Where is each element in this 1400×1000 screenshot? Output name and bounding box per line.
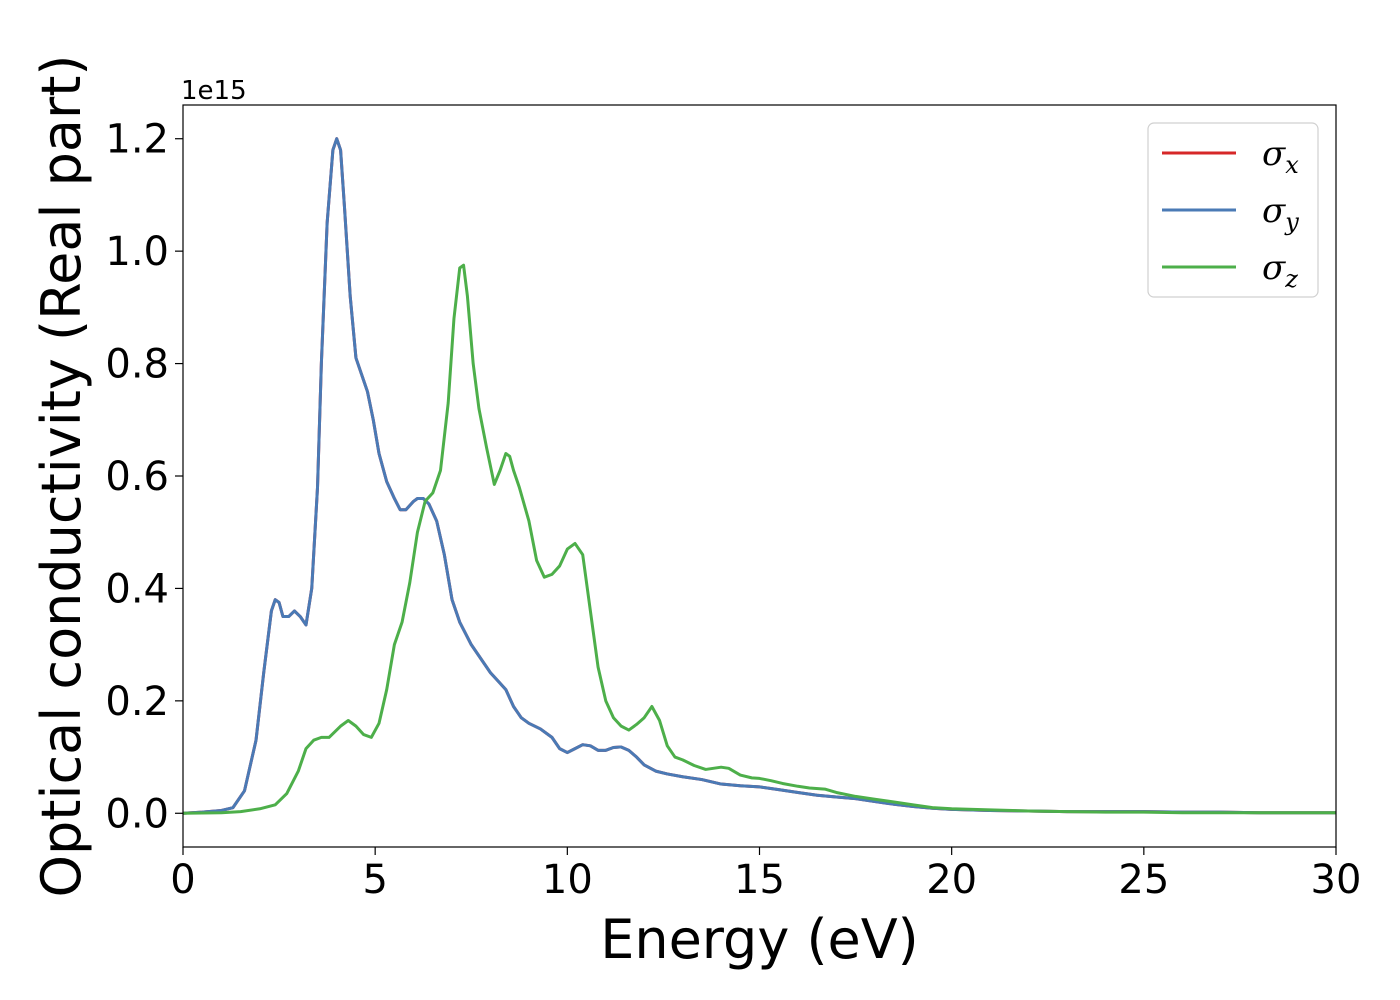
x-tick-label: 20 (926, 857, 977, 903)
axes-layer: 0 5 10 15 20 25 30 0.0 0.2 0.4 0.6 0.8 1.0 1.2 1e15 Ene… (30, 55, 1361, 971)
y-tick-label: 0.4 (105, 566, 169, 612)
x-tick-label: 5 (362, 857, 387, 903)
y-axis-label: Optical conductivity (Real part) (30, 55, 93, 898)
legend: σx σy σz (1147, 122, 1319, 298)
series-layer (183, 137, 1336, 815)
legend-label-sigma-y: σy (1262, 191, 1299, 236)
y-tick-label: 0.8 (105, 342, 169, 388)
series-line-sigma-y (183, 137, 1336, 815)
y-tick-label: 0.0 (105, 791, 169, 837)
x-tick-label: 30 (1311, 857, 1362, 903)
y-tick-label: 1.2 (105, 117, 169, 163)
x-tick-label: 15 (734, 857, 785, 903)
x-tick-label: 0 (170, 857, 195, 903)
y-tick-label: 1.0 (105, 229, 169, 275)
y-tick-label: 0.6 (105, 454, 169, 500)
y-offset-text: 1e15 (181, 76, 247, 106)
x-axis-label: Energy (eV) (600, 908, 919, 971)
y-tick-label: 0.2 (105, 679, 169, 725)
series-line-sigma-z (183, 263, 1336, 815)
legend-label-sigma-x: σx (1262, 134, 1299, 179)
x-tick-label: 10 (542, 857, 593, 903)
x-tick-label: 25 (1118, 857, 1169, 903)
legend-label-sigma-z: σz (1262, 248, 1298, 293)
